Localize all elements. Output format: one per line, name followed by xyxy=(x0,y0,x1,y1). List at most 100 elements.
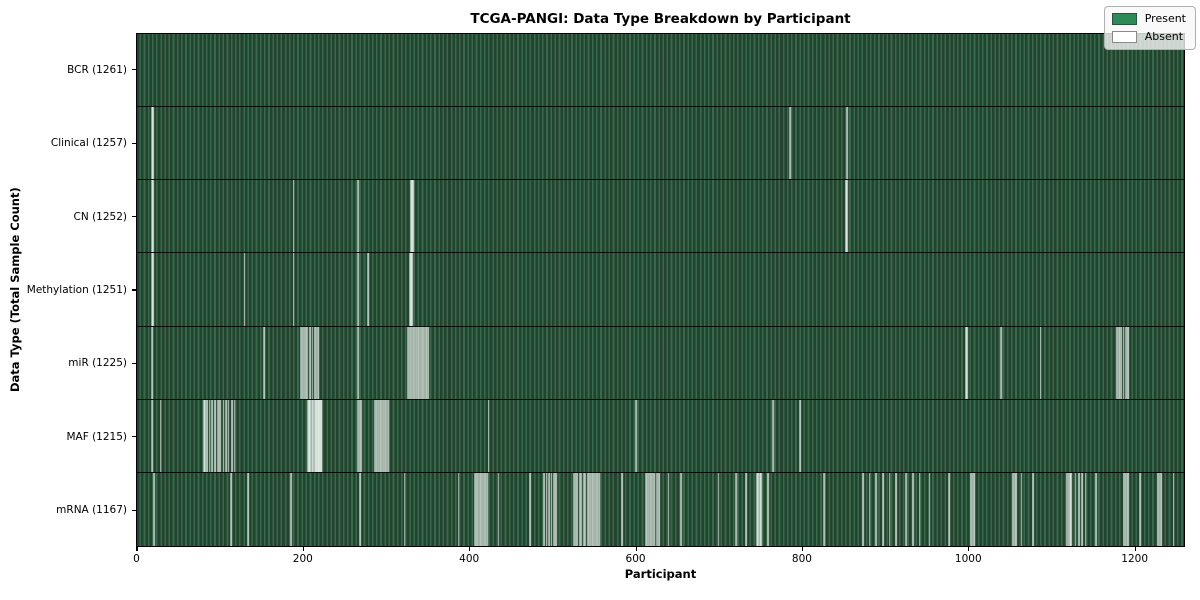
heatmap-row-maf xyxy=(137,399,1184,473)
absent-stripe xyxy=(292,180,295,253)
y-tick-label: Methylation (1251) xyxy=(26,284,127,296)
absent-stripe xyxy=(309,399,311,472)
absent-stripe xyxy=(757,472,760,546)
absent-stripe xyxy=(772,399,775,472)
y-tick-mark xyxy=(132,215,136,218)
absent-stripe xyxy=(1157,472,1159,546)
absent-stripe xyxy=(799,399,801,472)
legend-swatch-absent xyxy=(1111,31,1137,43)
absent-stripe xyxy=(303,326,306,399)
absent-stripe xyxy=(1120,326,1123,399)
absent-stripe xyxy=(292,253,295,326)
absent-stripe xyxy=(206,399,208,472)
absent-stripe xyxy=(573,472,575,546)
absent-stripe xyxy=(208,399,211,472)
absent-stripe xyxy=(647,472,649,546)
absent-stripe xyxy=(423,326,426,399)
absent-stripe xyxy=(882,472,884,546)
heatmap-row-cn xyxy=(137,180,1184,254)
absent-stripe xyxy=(152,253,155,326)
absent-stripe xyxy=(1015,472,1018,546)
absent-stripe xyxy=(1125,326,1128,399)
absent-stripe xyxy=(1012,472,1015,546)
absent-stripe xyxy=(868,472,871,546)
absent-stripe xyxy=(263,326,266,399)
absent-stripe xyxy=(789,107,791,180)
absent-stripe xyxy=(598,472,600,546)
absent-stripe xyxy=(645,472,648,546)
y-tick-mark xyxy=(132,142,136,144)
absent-stripe xyxy=(1139,472,1142,546)
absent-stripe xyxy=(357,253,360,326)
absent-stripe xyxy=(230,472,233,546)
absent-stripe xyxy=(1095,472,1098,546)
absent-stripe xyxy=(1172,472,1175,546)
absent-stripe xyxy=(1126,472,1128,546)
x-tick-mark xyxy=(968,547,970,551)
absent-stripe xyxy=(966,326,968,399)
absent-stripe xyxy=(653,472,656,546)
absent-stripe xyxy=(594,472,597,546)
absent-stripe xyxy=(656,472,659,546)
x-tick-label: 1200 xyxy=(1121,553,1149,565)
absent-stripe xyxy=(159,399,162,472)
y-tick-mark xyxy=(132,509,136,511)
absent-stripe xyxy=(359,472,361,546)
absent-stripe xyxy=(973,472,976,546)
absent-stripe xyxy=(380,399,383,472)
absent-stripe xyxy=(476,472,478,546)
absent-stripe xyxy=(680,472,683,546)
absent-stripe xyxy=(227,399,230,472)
absent-stripe xyxy=(309,326,311,399)
absent-stripe xyxy=(635,399,638,472)
absent-stripe xyxy=(247,472,249,546)
absent-stripe xyxy=(290,472,292,546)
absent-stripe xyxy=(970,472,972,546)
legend-swatch-present xyxy=(1111,13,1137,25)
absent-stripe xyxy=(225,399,228,472)
absent-stripe xyxy=(383,399,386,472)
y-tick-mark xyxy=(132,362,136,365)
absent-stripe xyxy=(550,472,553,546)
x-tick-label: 1000 xyxy=(954,553,982,565)
legend-item-absent: Absent xyxy=(1111,30,1186,44)
heatmap-row-clinical xyxy=(137,107,1184,181)
absent-stripe xyxy=(219,399,222,472)
absent-stripe xyxy=(306,326,309,399)
absent-stripe xyxy=(311,326,314,399)
absent-stripe xyxy=(888,472,891,546)
legend-item-present: Present xyxy=(1111,12,1186,26)
absent-stripe xyxy=(1127,326,1129,399)
x-tick-label: 600 xyxy=(625,553,646,565)
absent-stripe xyxy=(357,326,360,399)
absent-stripe xyxy=(217,399,219,472)
absent-stripe xyxy=(875,472,878,546)
absent-stripe xyxy=(413,326,416,399)
absent-stripe xyxy=(152,107,155,180)
absent-stripe xyxy=(481,472,483,546)
absent-stripe xyxy=(152,180,155,253)
y-tick-mark xyxy=(132,289,136,291)
absent-stripe xyxy=(312,399,315,472)
absent-stripe xyxy=(1065,472,1068,546)
absent-stripe xyxy=(377,399,380,472)
absent-stripe xyxy=(1039,326,1042,399)
absent-stripe xyxy=(543,472,546,546)
absent-stripe xyxy=(1127,472,1130,546)
absent-stripe xyxy=(971,472,974,546)
absent-stripe xyxy=(621,472,624,546)
absent-stripe xyxy=(417,326,419,399)
absent-stripe xyxy=(486,472,488,546)
absent-stripe xyxy=(151,326,154,399)
chart-title: TCGA-PANGI: Data Type Breakdown by Parti… xyxy=(470,11,851,27)
absent-stripe xyxy=(410,326,413,399)
absent-stripe xyxy=(717,472,720,546)
absent-stripe xyxy=(305,326,307,399)
absent-stripe xyxy=(545,472,548,546)
absent-stripe xyxy=(412,326,414,399)
absent-stripe xyxy=(583,472,585,546)
absent-stripe xyxy=(487,399,490,472)
absent-stripe xyxy=(755,472,758,546)
absent-stripe xyxy=(580,472,583,546)
x-tick-mark xyxy=(1134,547,1136,551)
